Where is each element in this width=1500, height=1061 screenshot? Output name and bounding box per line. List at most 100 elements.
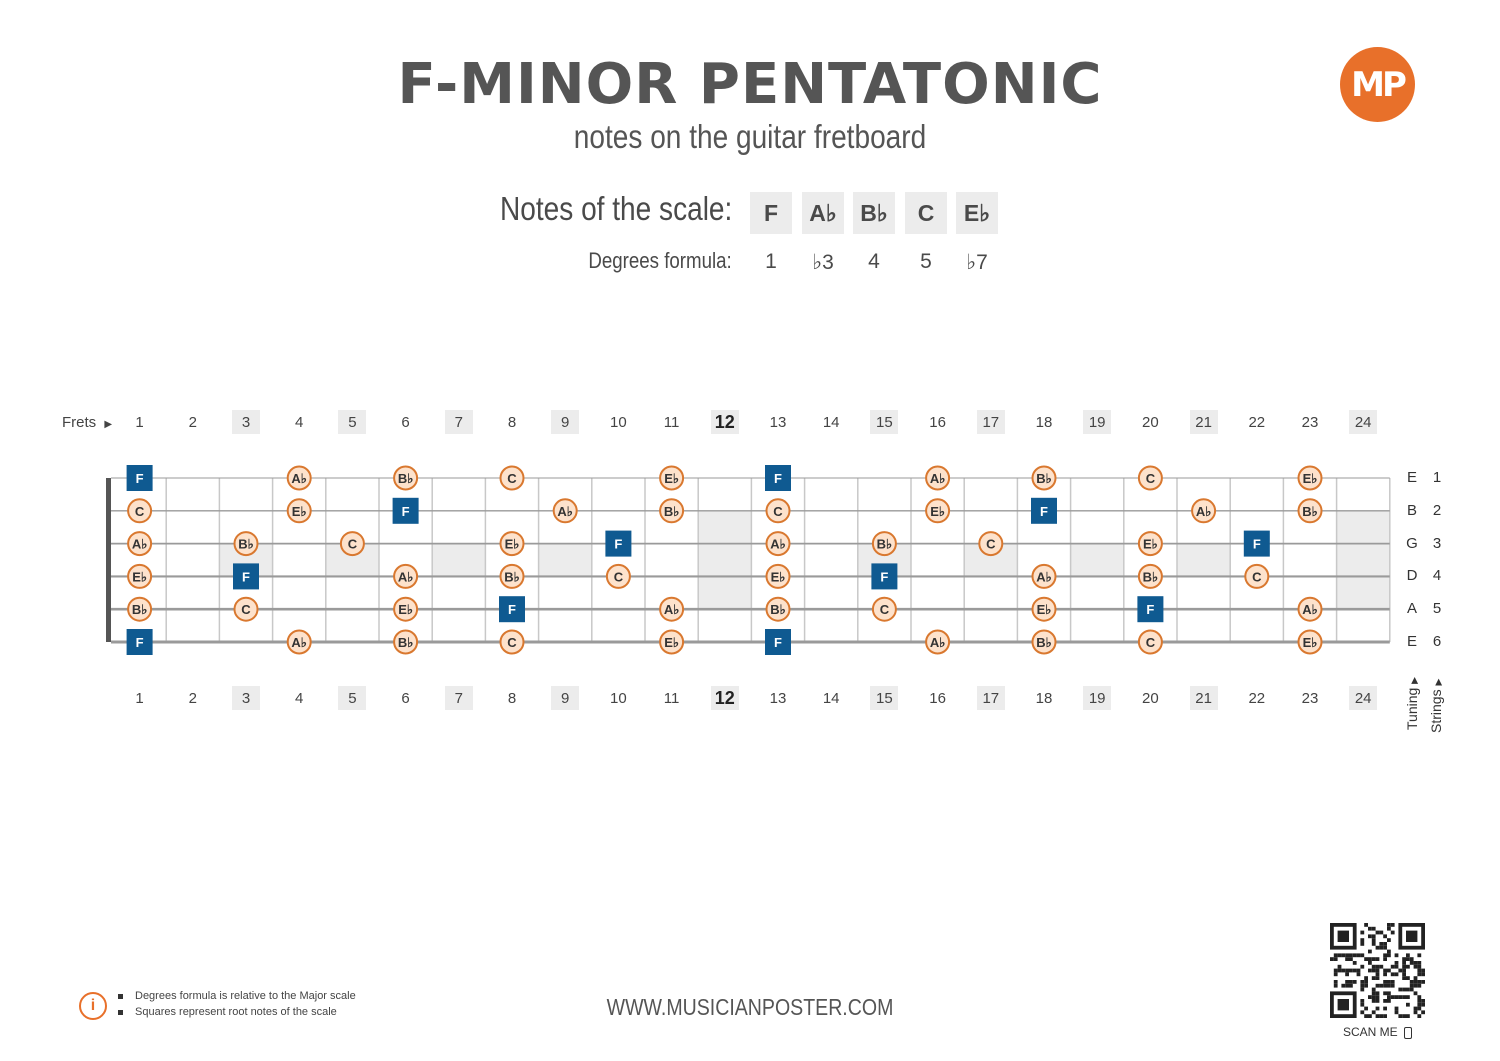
qr-module (1352, 953, 1357, 958)
qr-module (1356, 968, 1361, 973)
qr-module (1383, 957, 1387, 961)
root-note-marker: F (871, 563, 898, 590)
qr-code-icon[interactable] (1330, 923, 1425, 1018)
note-label: A♭ (398, 569, 414, 584)
note-marker: C (765, 498, 791, 524)
note-marker: E♭ (659, 629, 685, 655)
qr-module (1360, 1002, 1365, 1007)
qr-module (1379, 1014, 1384, 1018)
note-circle (605, 563, 631, 589)
note-circle (233, 596, 259, 622)
root-note-square (765, 629, 791, 655)
scale-degree: 1 (765, 250, 777, 273)
fret-number: 24 (1349, 686, 1378, 710)
root-note-marker: F (765, 465, 791, 491)
qr-module (1345, 980, 1349, 984)
qr-module (1375, 968, 1380, 973)
qr-module (1371, 938, 1376, 942)
note-label: E♭ (664, 635, 679, 650)
qr-module (1398, 968, 1403, 973)
root-note-square (233, 563, 259, 590)
qr-module (1409, 983, 1414, 988)
fret-number: 24 (1349, 410, 1378, 434)
qr-module (1394, 953, 1399, 958)
note-label: B♭ (398, 471, 414, 486)
qr-module (1375, 1014, 1380, 1018)
fret-marker-shade (1070, 543, 1124, 577)
fret-number: 13 (769, 413, 787, 431)
root-note-square (871, 563, 898, 590)
qr-module (1417, 1002, 1422, 1007)
note-marker: E♭ (765, 563, 791, 589)
tuning-axis-label: Tuning ▶ (1404, 677, 1420, 730)
note-circle (659, 629, 685, 655)
note-label: E♭ (292, 504, 307, 519)
note-marker: A♭ (1031, 563, 1057, 589)
qr-module (1360, 987, 1365, 992)
note-circle (765, 596, 791, 622)
fret-number: 10 (610, 689, 627, 707)
note-label: F (774, 471, 782, 486)
qr-module (1379, 983, 1384, 988)
note-circle (1137, 531, 1163, 557)
note-label: B♭ (1036, 471, 1052, 486)
fret-number: 4 (295, 689, 304, 707)
fret-number: 12 (710, 410, 739, 434)
qr-module (1394, 961, 1399, 965)
note-label: B♭ (238, 537, 254, 552)
qr-module (1406, 1014, 1410, 1018)
note-circle (925, 465, 951, 491)
qr-module (1383, 1006, 1387, 1011)
qr-module (1413, 961, 1418, 965)
root-note-marker: F (1137, 596, 1164, 623)
note-marker: C (871, 596, 897, 622)
note-marker: C (1244, 563, 1270, 589)
qr-module (1341, 983, 1346, 988)
scan-me-label: SCAN ME (1330, 1025, 1425, 1039)
note-label: A♭ (1196, 504, 1212, 519)
note-label: C (773, 504, 783, 519)
qr-module (1409, 987, 1414, 992)
qr-module (1333, 980, 1338, 984)
qr-module (1406, 976, 1410, 980)
fret-number: 14 (822, 689, 840, 707)
note-circle (1137, 629, 1163, 655)
fret-number: 4 (295, 413, 304, 431)
note-circle (871, 531, 897, 557)
qr-module (1398, 987, 1403, 992)
note-label: C (1252, 569, 1262, 584)
qr-module (1375, 964, 1380, 969)
qr-module (1383, 942, 1387, 946)
qr-module (1387, 949, 1391, 954)
fret-number: 12 (710, 686, 739, 710)
qr-module (1402, 995, 1406, 999)
note-label: A♭ (930, 471, 946, 486)
scale-degree: 5 (920, 250, 932, 273)
note-marker: E♭ (1297, 465, 1323, 491)
qr-module (1390, 983, 1395, 988)
note-label: B♭ (770, 602, 786, 617)
string-number-label: 6 (1432, 633, 1442, 650)
qr-module (1364, 976, 1368, 980)
note-label: F (402, 504, 410, 519)
qr-module (1333, 957, 1338, 961)
note-marker: A♭ (286, 465, 312, 491)
note-label: E♭ (398, 602, 413, 617)
qr-module (1387, 923, 1391, 927)
page-subtitle: notes on the guitar fretboard (573, 118, 927, 155)
qr-finder (1406, 930, 1418, 942)
string-tuning-label: G (1406, 534, 1418, 552)
qr-module (1421, 1002, 1425, 1007)
qr-module (1371, 968, 1376, 973)
qr-module (1364, 1014, 1368, 1018)
qr-module (1341, 953, 1346, 958)
note-label: A♭ (291, 635, 307, 650)
qr-module (1368, 957, 1372, 961)
brand-logo[interactable]: MP (1340, 47, 1415, 122)
fret-number: 6 (401, 689, 410, 707)
footer-url-link[interactable]: WWW.MUSICIANPOSTER.COM (606, 994, 894, 1020)
qr-module (1349, 983, 1353, 988)
scale-note-box: B♭ (853, 192, 895, 234)
note-marker: B♭ (1297, 498, 1323, 524)
note-circle (765, 498, 791, 524)
